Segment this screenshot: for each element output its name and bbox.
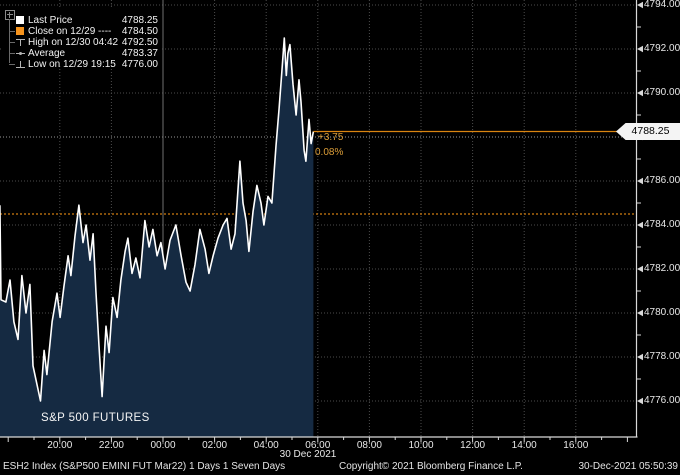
change-percent-annotation: 0.08% [315, 147, 344, 158]
last-price-tag: 4788.25 [616, 123, 680, 140]
x-axis-label: 16:00 [563, 440, 589, 451]
legend-row-low-on-12-29-19-15[interactable]: Low on 12/29 19:15 4776.00 [9, 59, 158, 70]
y-axis-label: 4778.00 [644, 351, 680, 362]
x-axis-label: 00:00 [150, 440, 176, 451]
legend-label: Close on 12/29 ---- [28, 26, 112, 37]
y-axis-label: 4792.00 [644, 43, 680, 54]
timestamp: 30-Dec-2021 05:50:39 [578, 461, 678, 472]
avg-marker-icon [16, 49, 25, 58]
x-axis-label: 02:00 [202, 440, 228, 451]
legend-label: Last Price [28, 15, 73, 26]
legend-value: 4776.00 [121, 59, 158, 70]
price-area-fill [0, 38, 314, 437]
legend-value: 4792.50 [121, 37, 158, 48]
legend-row-average[interactable]: Average 4783.37 [9, 48, 158, 59]
legend-row-close-on-12-29[interactable]: Close on 12/29 ---- 4784.50 [9, 26, 158, 37]
y-axis-label: 4784.00 [644, 219, 680, 230]
y-tick-arrow [637, 265, 643, 273]
x-axis-label: 22:00 [98, 440, 124, 451]
legend-value: 4783.37 [121, 48, 158, 59]
copyright-text: Copyright© 2021 Bloomberg Finance L.P. [339, 461, 523, 472]
y-axis-label: 4776.00 [644, 395, 680, 406]
legend-label: Average [28, 48, 66, 59]
x-axis-label: 12:00 [460, 440, 486, 451]
y-tick-arrow [637, 221, 643, 229]
x-axis-label: 04:00 [253, 440, 279, 451]
legend-label: Low on 12/29 19:15 [28, 59, 116, 70]
y-axis-label: 4794.00 [644, 0, 680, 10]
square-white-marker-icon [16, 16, 24, 24]
y-tick-arrow [637, 1, 643, 9]
x-axis-label: 14:00 [511, 440, 537, 451]
y-tick-arrow [637, 45, 643, 53]
legend-row-high-on-12-30-04-42[interactable]: High on 12/30 04:42 4792.50 [9, 37, 158, 48]
high-marker-icon [16, 38, 25, 47]
y-axis-label: 4786.00 [644, 175, 680, 186]
chart-legend: Last Price 4788.25 Close on 12/29 ---- 4784… [2, 7, 160, 70]
chart-title: S&P 500 FUTURES [41, 412, 150, 424]
legend-expander-icon[interactable] [5, 10, 15, 20]
x-axis-label: 08:00 [356, 440, 382, 451]
low-marker-icon [16, 60, 25, 69]
security-description: ESH2 Index (S&P500 EMINI FUT Mar22) 1 Da… [3, 461, 286, 472]
x-axis-date-label: 30 Dec 2021 [279, 449, 337, 460]
y-tick-arrow [637, 397, 643, 405]
legend-tree-line [9, 19, 10, 63]
y-tick-arrow [637, 177, 643, 185]
y-tick-arrow [637, 89, 643, 97]
x-axis-label: 06:00 [305, 440, 331, 451]
legend-label: High on 12/30 04:42 [28, 37, 119, 48]
legend-value: 4788.25 [121, 15, 158, 26]
change-absolute-annotation: +3.75 [318, 132, 344, 143]
legend-value: 4784.50 [121, 26, 158, 37]
y-axis-label: 4790.00 [644, 87, 680, 98]
x-axis-label: 10:00 [408, 440, 434, 451]
y-axis-label: 4780.00 [644, 307, 680, 318]
y-tick-arrow [637, 353, 643, 361]
status-bar: ESH2 Index (S&P500 EMINI FUT Mar22) 1 Da… [0, 461, 680, 475]
y-tick-arrow [637, 309, 643, 317]
square-amber-marker-icon [16, 27, 24, 35]
y-axis-label: 4782.00 [644, 263, 680, 274]
price-line [0, 37, 315, 402]
x-axis-label: 20:00 [47, 440, 73, 451]
legend-row-last-price[interactable]: Last Price 4788.25 [16, 15, 158, 26]
